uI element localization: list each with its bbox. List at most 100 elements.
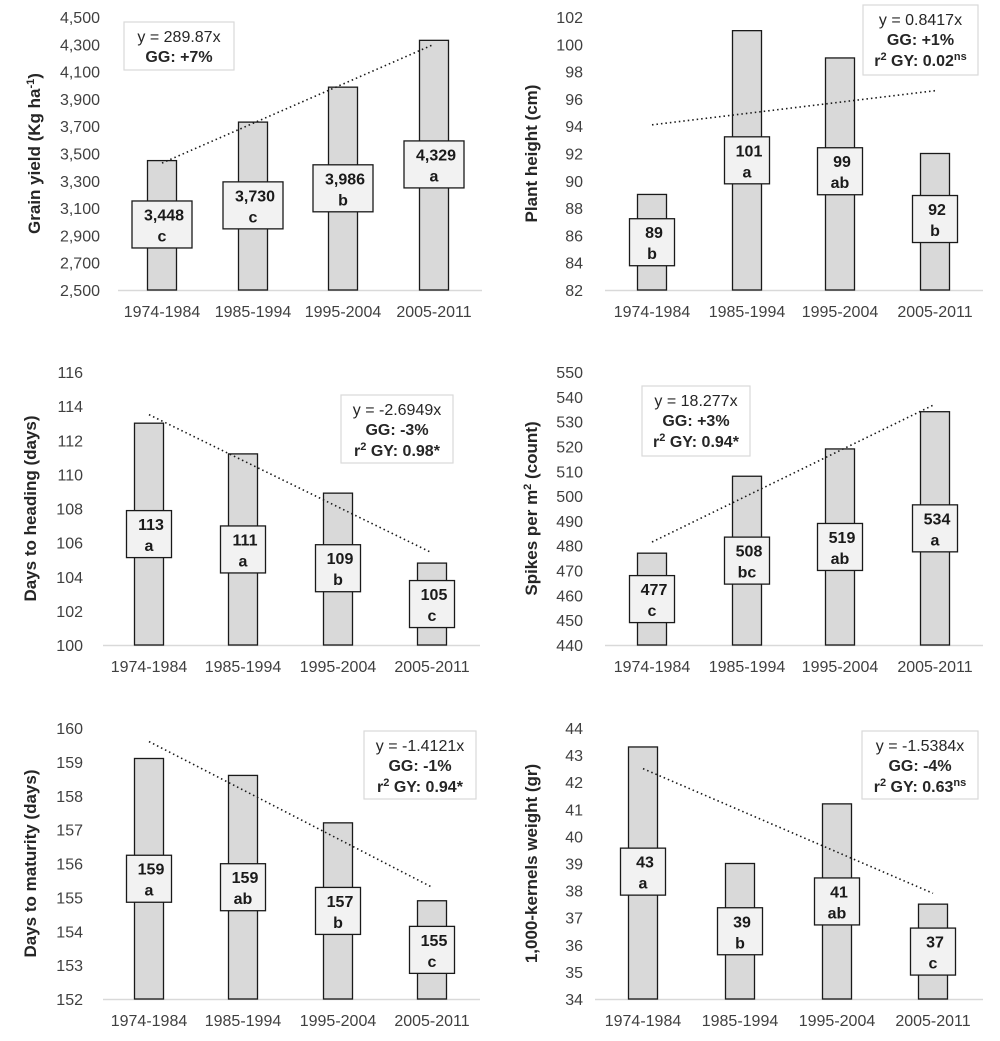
y-tick-label: 4,100 (60, 65, 100, 82)
y-tick-label: 490 (556, 514, 583, 531)
value-label: 3,986 (325, 171, 365, 188)
y-tick-label: 36 (565, 938, 583, 955)
value-label: 43 (636, 855, 654, 872)
x-tick-label: 1985-1994 (709, 659, 786, 676)
significance-letter: a (145, 538, 154, 555)
trendline (148, 413, 433, 554)
r2-label: r2 GY: 0.94* (377, 777, 464, 796)
trendline (642, 767, 934, 895)
value-label: 41 (830, 884, 848, 901)
y-axis-title: Plant height (cm) (522, 85, 541, 223)
y-tick-label: 3,500 (60, 147, 100, 164)
significance-letter: bc (738, 565, 757, 582)
y-tick-label: 104 (56, 570, 83, 587)
regression-equation: y = -1.5384x (876, 738, 965, 755)
y-tick-label: 110 (57, 467, 83, 484)
x-tick-label: 1974-1984 (124, 304, 201, 321)
value-label-box (314, 886, 362, 936)
value-label: 508 (736, 544, 763, 561)
y-tick-label: 540 (556, 390, 583, 407)
y-tick-label: 35 (565, 965, 583, 982)
y-tick-label: 3,900 (60, 92, 100, 109)
significance-letter: c (929, 956, 938, 973)
significance-letter: b (333, 572, 343, 589)
y-tick-label: 100 (56, 638, 83, 655)
chart-panel-5: 152 153 154 155 156 157 158 159 160 Days to matur… (21, 721, 480, 1030)
y-tick-label: 38 (565, 884, 583, 901)
value-label: 37 (926, 935, 944, 952)
regression-annotation-box (861, 730, 979, 800)
regression-annotation-box (123, 21, 235, 71)
regression-annotation-box (363, 730, 477, 800)
y-tick-label: 480 (556, 539, 583, 556)
value-label-box (219, 525, 267, 574)
y-axis-title: Days to heading (days) (21, 415, 40, 601)
value-label: 99 (833, 154, 851, 171)
x-tick-label: 2005-2011 (895, 1013, 970, 1030)
y-tick-label: 154 (56, 924, 83, 941)
chart-panel-3: 100 102 104 106 108 110 112 114 116 Days to headi… (21, 365, 480, 676)
y-tick-label: 100 (556, 37, 583, 54)
genetic-gain-label: GG: +3% (662, 413, 729, 430)
x-tick-label: 1995-2004 (300, 1013, 377, 1030)
genetic-gain-label: GG: -3% (365, 422, 428, 439)
value-label-box (222, 181, 284, 230)
x-tick-label: 1985-1994 (709, 304, 786, 321)
value-label: 3,448 (144, 207, 184, 224)
y-axis-title: Days to maturity (days) (21, 770, 40, 958)
r2-label: r2 GY: 0.94* (653, 432, 740, 451)
y-tick-label: 84 (565, 256, 583, 273)
value-label: 155 (421, 933, 448, 950)
value-label-box (619, 847, 667, 896)
value-label-box (816, 522, 864, 572)
y-tick-label: 510 (556, 464, 583, 481)
significance-letter: b (735, 935, 745, 952)
x-tick-label: 1974-1984 (614, 304, 691, 321)
y-tick-label: 44 (565, 721, 583, 738)
significance-letter: a (743, 164, 752, 181)
y-tick-label: 42 (565, 775, 583, 792)
x-tick-label: 1995-2004 (305, 304, 382, 321)
y-tick-label: 94 (565, 119, 583, 136)
regression-equation: y = 18.277x (654, 393, 737, 410)
value-label-box (723, 536, 771, 585)
significance-letter: b (338, 192, 348, 209)
genetic-gain-label: GG: -4% (888, 758, 951, 775)
y-tick-label: 116 (57, 365, 83, 382)
y-tick-label: 470 (556, 564, 583, 581)
x-tick-label: 2005-2011 (394, 1013, 469, 1030)
value-label-box (723, 136, 771, 185)
value-label: 105 (421, 587, 448, 604)
x-tick-label: 2005-2011 (394, 659, 469, 676)
value-label: 92 (928, 202, 946, 219)
significance-letter: a (931, 532, 940, 549)
value-label: 157 (327, 894, 354, 911)
chart-panel-1: 2,500 2,700 2,900 3,100 3,300 3,500 3,700 3,900… (25, 10, 482, 321)
y-tick-label: 450 (556, 613, 583, 630)
value-label-box (312, 164, 374, 213)
y-tick-label: 500 (556, 489, 583, 506)
x-tick-label: 2005-2011 (897, 304, 972, 321)
y-tick-label: 108 (56, 502, 83, 519)
x-tick-label: 1995-2004 (300, 659, 377, 676)
value-label-box (716, 907, 764, 956)
y-tick-label: 440 (556, 638, 583, 655)
regression-annotation-box (340, 394, 454, 464)
y-tick-label: 86 (565, 228, 583, 245)
y-tick-label: 102 (556, 10, 583, 27)
y-tick-label: 3,300 (60, 174, 100, 191)
regression-annotation-box (641, 385, 751, 457)
value-label: 111 (233, 532, 258, 549)
y-tick-label: 41 (565, 802, 583, 819)
significance-letter: b (333, 915, 343, 932)
value-label-box (314, 544, 362, 593)
value-label: 159 (138, 862, 165, 879)
y-tick-label: 152 (56, 992, 83, 1009)
y-tick-label: 39 (565, 857, 583, 874)
chart-panel-2: 82 84 86 88 90 92 94 96 98 100 102 Plant height (cm… (522, 4, 983, 321)
r2-label: r2 GY: 0.98* (354, 441, 441, 460)
value-label-box (125, 509, 173, 559)
y-tick-label: 37 (565, 911, 583, 928)
y-tick-label: 157 (56, 823, 83, 840)
